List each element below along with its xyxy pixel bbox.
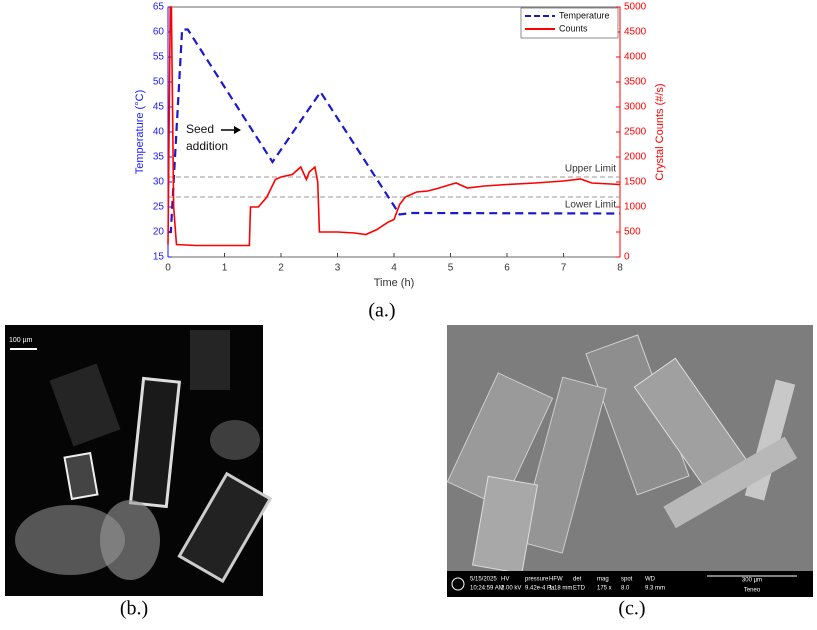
sem-field: 9.42e-4 Pa bbox=[525, 586, 555, 592]
y2-tick-label: 4500 bbox=[624, 27, 647, 38]
panel-label: (c.) bbox=[618, 598, 645, 620]
sem-field: spot bbox=[621, 577, 633, 583]
y2-tick-label: 1000 bbox=[624, 202, 647, 213]
y2-tick-label: 5000 bbox=[624, 2, 647, 13]
x-tick-label: 0 bbox=[165, 263, 171, 274]
x-tick-label: 2 bbox=[278, 263, 284, 274]
y-tick-label: 55 bbox=[153, 52, 165, 63]
y2-tick-label: 1500 bbox=[624, 177, 647, 188]
sem-field: pressure bbox=[525, 577, 549, 583]
y-tick-label: 15 bbox=[153, 252, 165, 263]
y-tick-label: 20 bbox=[153, 227, 165, 238]
y-axis-label: Temperature (°C) bbox=[134, 90, 146, 174]
sem-field: HV bbox=[501, 577, 509, 583]
x-tick-label: 3 bbox=[335, 263, 341, 274]
x-axis-label: Time (h) bbox=[374, 277, 415, 289]
series-line bbox=[167, 6, 621, 247]
legend-box bbox=[520, 7, 619, 39]
sem-field: WD bbox=[645, 577, 656, 583]
sem-field: 2.00 kV bbox=[501, 586, 521, 592]
x-tick-label: 7 bbox=[561, 263, 567, 274]
panel-label: (b.) bbox=[120, 598, 148, 620]
sem-field: 1.18 mm bbox=[549, 586, 572, 592]
y2-axis-label: Crystal Counts (#/s) bbox=[654, 83, 666, 180]
sem-field: 8.0 bbox=[621, 586, 630, 592]
y2-tick-label: 3500 bbox=[624, 77, 647, 88]
sem-field: 175 x bbox=[597, 586, 612, 592]
x-tick-label: 6 bbox=[504, 263, 510, 274]
scale-label: 100 µm bbox=[9, 337, 33, 344]
series-line bbox=[168, 28, 621, 234]
sem-image-c: 300 µm Teneo 5/15/2025 10:24:59 AM HV 2.00 … bbox=[446, 325, 813, 597]
annotation: Seed bbox=[186, 122, 214, 136]
y2-tick-label: 2000 bbox=[624, 152, 647, 163]
y-tick-label: 30 bbox=[153, 177, 165, 188]
y-tick-label: 35 bbox=[153, 152, 165, 163]
sem-field: HFW bbox=[549, 577, 563, 583]
legend-label: Counts bbox=[559, 23, 588, 33]
sem-field: mag bbox=[597, 577, 609, 583]
micrograph-b: 100 µm bbox=[5, 325, 273, 596]
panel-label: (a.) bbox=[368, 300, 395, 322]
sem-field: 5/15/2025 bbox=[470, 577, 497, 583]
y2-tick-label: 500 bbox=[624, 227, 641, 238]
y-tick-label: 50 bbox=[153, 77, 165, 88]
annotation: addition bbox=[186, 139, 228, 153]
y-tick-label: 60 bbox=[153, 27, 165, 38]
y2-tick-label: 4000 bbox=[624, 52, 647, 63]
sem-info: 5/15/2025 10:24:59 AM HV 2.00 kV pressure 9.4… bbox=[470, 577, 665, 592]
sem-scale: 300 µm bbox=[742, 578, 762, 584]
y2-tick-label: 3000 bbox=[624, 102, 647, 113]
sem-field: 9.3 mm bbox=[645, 586, 665, 592]
chart: 0 1 2 3 4 5 6 7 81520253035404550556065050010001… bbox=[134, 2, 666, 289]
sem-field: 10:24:59 AM bbox=[470, 586, 504, 592]
sem-field: ETD bbox=[573, 586, 586, 592]
x-tick-label: 4 bbox=[391, 263, 397, 274]
y-tick-label: 45 bbox=[153, 102, 165, 113]
y2-tick-label: 0 bbox=[624, 252, 630, 263]
y2-tick-label: 2500 bbox=[624, 127, 647, 138]
x-tick-label: 1 bbox=[222, 263, 228, 274]
sem-field: det bbox=[573, 577, 582, 583]
legend-label: Temperature bbox=[559, 10, 610, 20]
x-tick-label: 5 bbox=[448, 263, 454, 274]
reference-label: Upper Limit bbox=[565, 164, 616, 175]
annotation-arrowhead bbox=[234, 126, 241, 134]
y-tick-label: 25 bbox=[153, 202, 165, 213]
y-tick-label: 65 bbox=[153, 2, 165, 13]
reference-label: Lower Limit bbox=[565, 200, 616, 211]
sem-brand: Teneo bbox=[744, 588, 761, 594]
x-tick-label: 8 bbox=[617, 263, 623, 274]
plot-area bbox=[167, 6, 621, 258]
y-tick-label: 40 bbox=[153, 127, 165, 138]
